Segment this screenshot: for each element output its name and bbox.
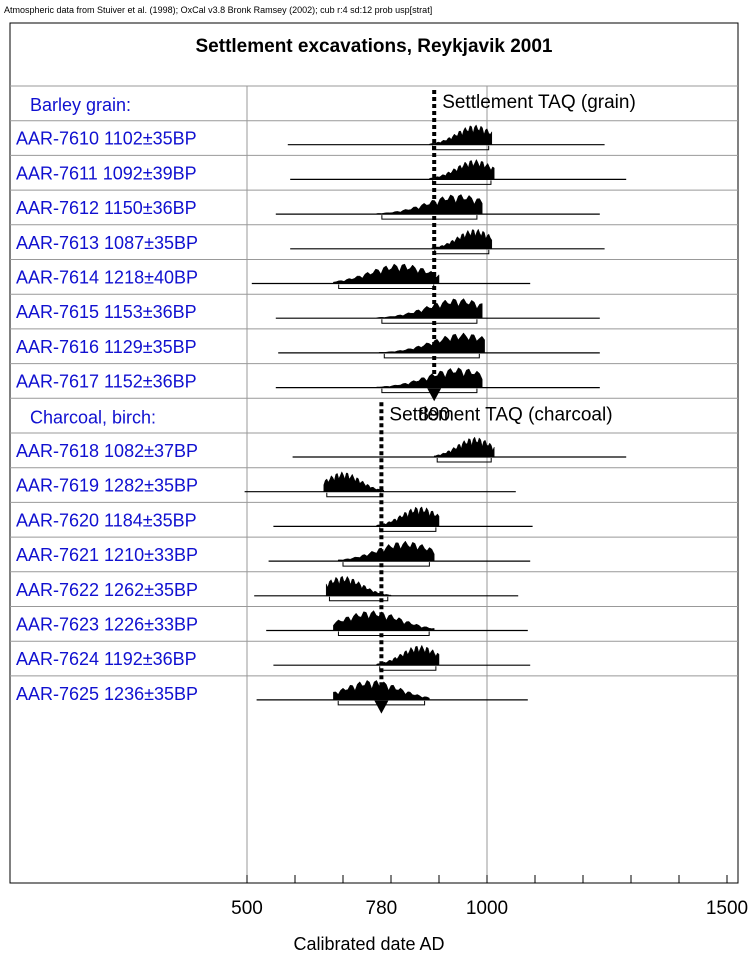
x-axis: 500 780 1000 1500	[231, 875, 748, 919]
taq-arrow	[374, 700, 389, 714]
distribution-shape	[333, 610, 435, 631]
sample-label: AAR-7625 1236±35BP	[16, 684, 198, 704]
sample-label: AAR-7616 1129±35BP	[16, 337, 197, 357]
range-bracket	[432, 145, 490, 151]
range-bracket	[379, 666, 437, 671]
range-bracket	[326, 492, 382, 498]
sample-label: AAR-7610 1102±35BP	[16, 129, 197, 149]
sample-label: AAR-7615 1153±36BP	[16, 302, 197, 322]
range-bracket	[381, 388, 478, 394]
range-bracket	[383, 353, 480, 359]
sample-label: AAR-7617 1152±36BP	[16, 372, 197, 392]
distribution-shape	[429, 124, 493, 145]
sample-label: AAR-7623 1226±33BP	[16, 615, 198, 635]
x-tick-label: 780	[366, 898, 398, 919]
group-label: Charcoal, birch:	[30, 407, 156, 427]
range-bracket	[381, 215, 478, 220]
distribution-shape	[429, 158, 495, 180]
distribution-shape	[376, 194, 483, 215]
range-bracket	[432, 180, 492, 185]
row-labels: Barley grain: AAR-7610 1102±35BP AAR-7611 …	[16, 95, 198, 704]
distributions	[244, 124, 627, 706]
sample-label: AAR-7613 1087±35BP	[16, 233, 198, 253]
sample-label: AAR-7612 1150±36BP	[16, 198, 197, 218]
distribution-shape	[323, 471, 385, 492]
taq-arrow	[427, 388, 442, 402]
distribution-shape	[337, 540, 435, 562]
distribution-shape	[376, 506, 440, 527]
range-bracket	[434, 249, 490, 255]
x-tick-label: 1000	[466, 898, 508, 919]
distribution-shape	[376, 644, 440, 666]
range-bracket	[379, 527, 437, 532]
range-bracket	[381, 319, 478, 324]
distribution-shape	[433, 436, 495, 458]
distribution-shape	[333, 263, 440, 284]
range-bracket	[337, 631, 430, 636]
range-bracket	[342, 562, 430, 567]
distribution-shape	[378, 332, 485, 354]
sample-label: AAR-7614 1218±40BP	[16, 268, 198, 288]
taq-label: Settlement TAQ (grain)	[442, 92, 636, 113]
chart-title: Settlement excavations, Reykjavik 2001	[196, 36, 553, 57]
sample-label: AAR-7618 1082±37BP	[16, 441, 198, 461]
x-tick-label: 1500	[706, 898, 748, 919]
sample-label: AAR-7624 1192±36BP	[16, 649, 197, 669]
range-bracket	[328, 596, 389, 602]
sample-label: AAR-7622 1262±35BP	[16, 580, 198, 600]
group-label: Barley grain:	[30, 95, 131, 115]
x-axis-label: Calibrated date AD	[293, 934, 444, 954]
grid	[10, 85, 738, 883]
sample-label: AAR-7621 1210±33BP	[16, 545, 198, 565]
range-bracket	[436, 458, 492, 463]
taq-label: Settlement TAQ (charcoal)	[389, 404, 612, 425]
sample-label: AAR-7619 1282±35BP	[16, 476, 198, 496]
header-note: Atmospheric data from Stuiver et al. (19…	[4, 5, 432, 15]
range-bracket	[338, 284, 435, 289]
sample-label: AAR-7620 1184±35BP	[16, 510, 197, 530]
x-tick-label: 500	[231, 898, 263, 919]
sample-label: AAR-7611 1092±39BP	[16, 163, 197, 183]
distribution-shape	[431, 228, 493, 250]
distribution-shape	[376, 367, 483, 388]
taq-value-label: 890	[418, 404, 450, 425]
distribution-shape	[376, 298, 483, 319]
